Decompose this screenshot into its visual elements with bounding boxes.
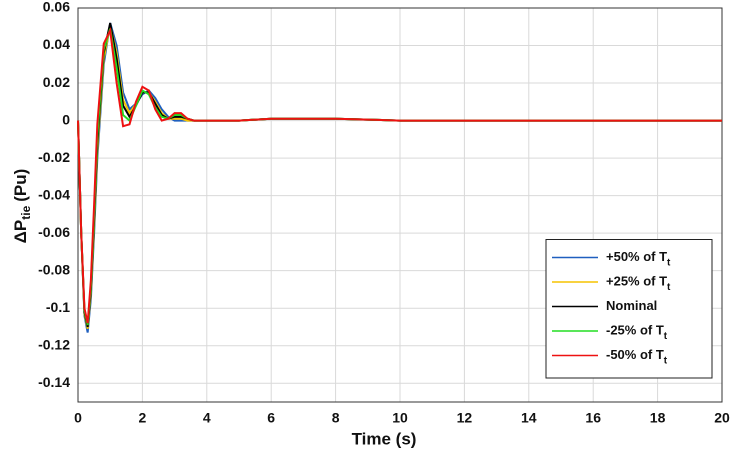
y-tick-label: -0.1 (46, 299, 70, 315)
x-tick-label: 10 (392, 410, 408, 426)
legend-subscript: t (667, 257, 671, 268)
legend-subscript: t (664, 355, 668, 366)
legend-label: Nominal (606, 298, 657, 313)
y-tick-label: -0.14 (38, 374, 70, 390)
legend-label: +50% of Tt (606, 249, 671, 268)
y-label-main: ΔP (11, 220, 30, 244)
y-tick-label: 0.04 (43, 36, 70, 52)
x-tick-label: 18 (650, 410, 666, 426)
x-tick-label: 16 (585, 410, 601, 426)
y-tick-label: 0.06 (43, 0, 70, 15)
legend-subscript: t (667, 282, 671, 293)
x-tick-label: 8 (332, 410, 340, 426)
x-tick-label: 0 (74, 410, 82, 426)
y-tick-label: -0.12 (38, 336, 70, 352)
plot-frame (77, 7, 723, 403)
x-tick-label: 4 (203, 410, 211, 426)
y-label-sub: tie (19, 205, 33, 219)
y-tick-label: -0.06 (38, 224, 70, 240)
y-axis-label: ΔPtie (Pu) (11, 169, 33, 244)
legend-label: -50% of Tt (606, 347, 668, 366)
y-tick-label: -0.02 (38, 149, 70, 165)
x-tick-label: 20 (714, 410, 730, 426)
x-tick-label: 2 (139, 410, 147, 426)
y-tick-label: 0.02 (43, 74, 70, 90)
y-tick-label: -0.08 (38, 261, 70, 277)
series-line (77, 27, 722, 324)
x-axis-label: Time (s) (352, 429, 417, 448)
y-tick-label: 0 (62, 111, 70, 127)
x-tick-label: 6 (267, 410, 275, 426)
x-tick-label: 12 (457, 410, 473, 426)
y-label-unit: (Pu) (11, 169, 30, 202)
legend-label: -25% of Tt (606, 322, 668, 341)
y-tick-label: -0.04 (38, 186, 70, 202)
legend-subscript: t (664, 331, 668, 342)
x-tick-label: 14 (521, 410, 537, 426)
legend-label: +25% of Tt (606, 273, 671, 292)
